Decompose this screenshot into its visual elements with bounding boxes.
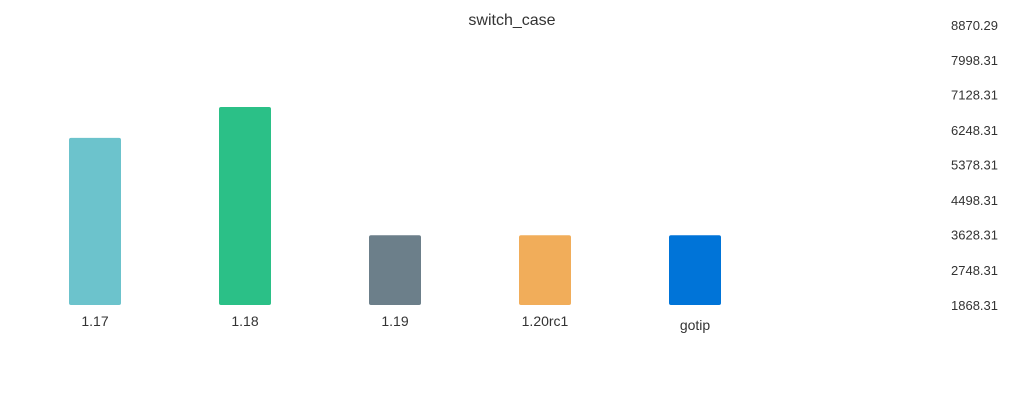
y-tick-label: 8870.29	[951, 18, 998, 33]
category-label: 1.17	[81, 313, 108, 329]
y-tick-label: 7128.31	[951, 88, 998, 103]
bar-gotip	[669, 235, 721, 305]
bar-1.19	[369, 235, 421, 305]
bar-1.18	[219, 106, 271, 306]
category-label: 1.19	[381, 313, 408, 329]
bar-1.17	[69, 137, 121, 305]
chart-title: switch_case	[468, 12, 555, 29]
category-label: gotip	[680, 317, 711, 333]
y-tick-label: 4498.31	[951, 193, 998, 208]
y-tick-label: 2748.31	[951, 263, 998, 278]
y-tick-label: 5378.31	[951, 158, 998, 173]
bars-group	[69, 106, 721, 306]
y-tick-label: 1868.31	[951, 298, 998, 313]
category-labels: 1.17 1.18 1.19 1.20rc1 gotip	[81, 313, 710, 333]
y-tick-label: 7998.31	[951, 53, 998, 68]
y-tick-label: 3628.31	[951, 228, 998, 243]
category-label: 1.18	[231, 313, 258, 329]
bar-1.20rc1	[519, 235, 571, 305]
y-tick-label: 6248.31	[951, 123, 998, 138]
category-label: 1.20rc1	[522, 313, 569, 329]
y-axis-ticks: 8870.29 7998.31 7128.31 6248.31 5378.31 4498.…	[951, 18, 998, 313]
